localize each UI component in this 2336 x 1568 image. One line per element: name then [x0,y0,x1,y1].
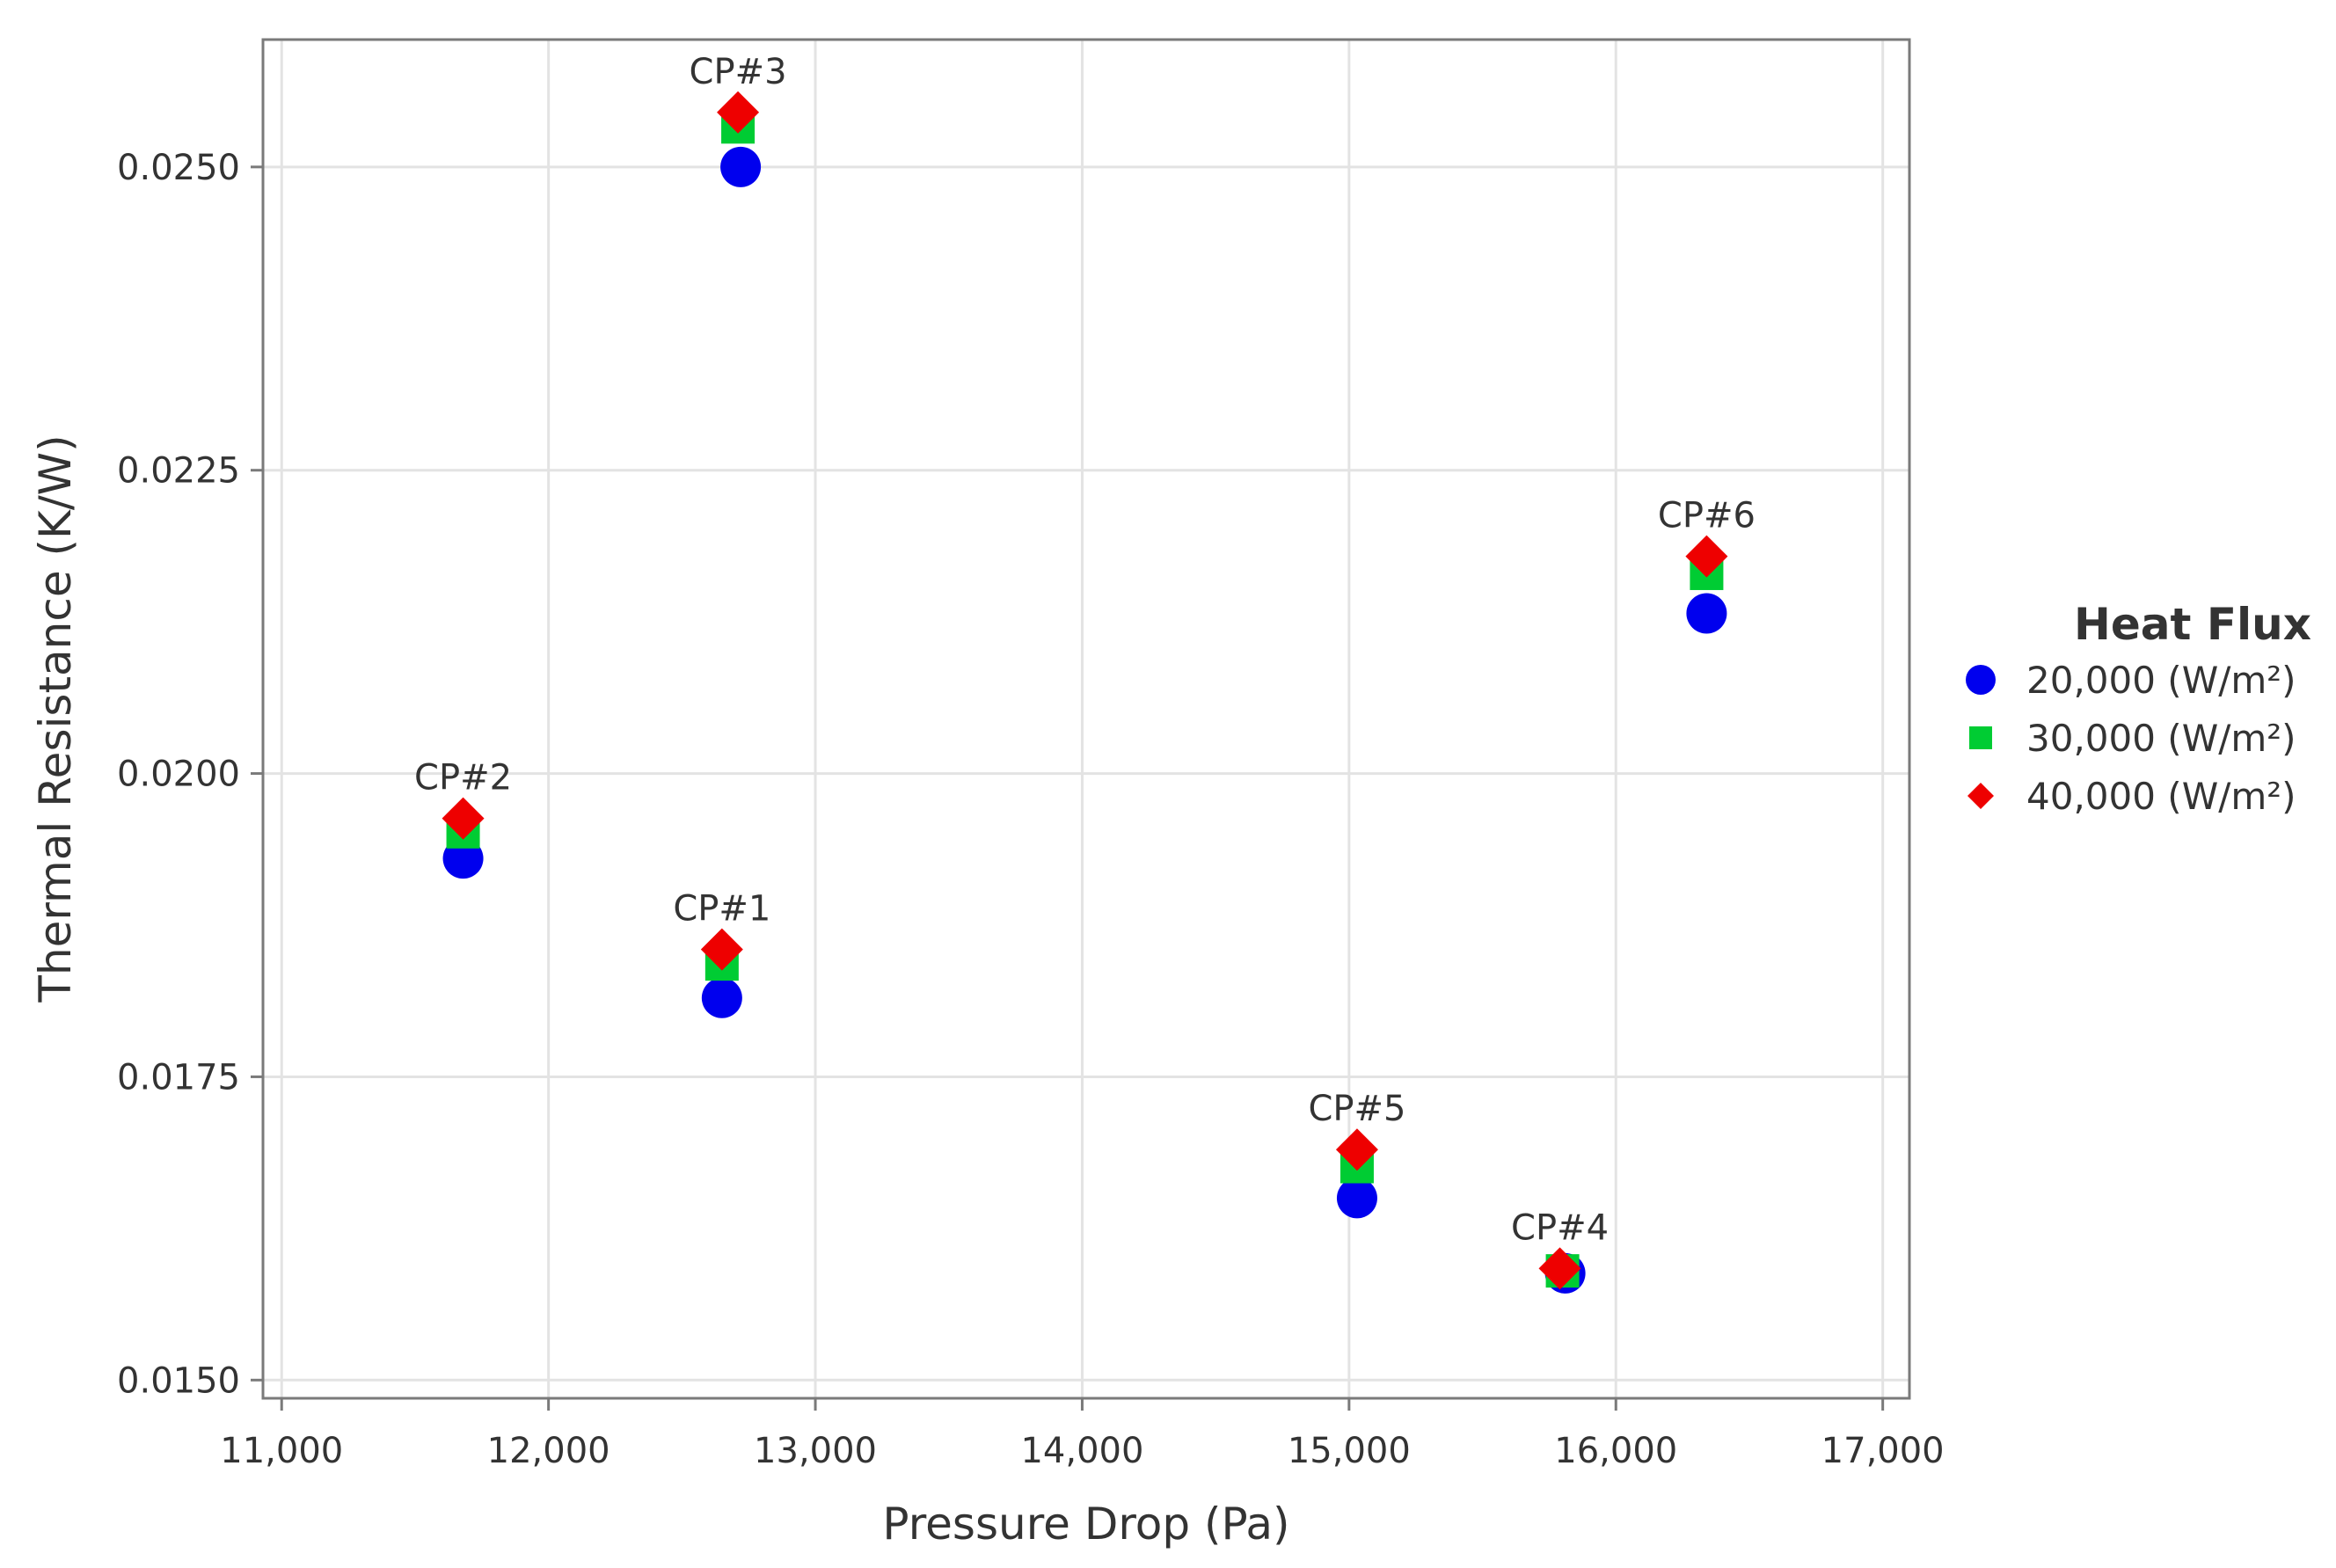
data-point-diamond [1685,535,1728,578]
point-label: CP#6 [1658,496,1756,536]
legend-entry-label: 30,000 (W/m²) [2026,717,2296,760]
legend: Heat Flux 20,000 (W/m²) 30,000 (W/m²) 40,0… [1966,599,2311,818]
point-label: CP#3 [690,52,787,92]
y-tick-label: 0.0175 [117,1057,240,1098]
x-tick-label: 16,000 [1554,1431,1677,1471]
data-point-circle [701,977,742,1018]
y-tick-label: 0.0225 [117,451,240,492]
legend-entry-label: 20,000 (W/m²) [2026,659,2296,702]
point-label: CP#2 [414,758,512,799]
y-tick-label: 0.0200 [117,755,240,795]
data-point-diamond [1538,1247,1581,1290]
x-axis-label: Pressure Drop (Pa) [882,1499,1289,1550]
y-tick-label: 0.0150 [117,1360,240,1401]
data-point-diamond [700,928,743,971]
plot-area-border [261,38,1911,1400]
axes: 11,000 12,000 13,000 14,000 15,000 16,000 17,0… [117,148,1945,1471]
legend-marker-diamond [1967,783,1994,809]
data-point-diamond [442,797,485,840]
legend-marker-square [1969,726,1992,749]
data-point-diamond [1335,1128,1378,1171]
data-point-circle [720,146,762,187]
data-point-circle [1686,593,1727,634]
grid-lines [263,40,1909,1398]
data-point-circle [1336,1178,1377,1219]
x-tick-label: 11,000 [220,1431,343,1471]
data-points [442,91,1728,1294]
point-annotations: CP#1 CP#2 CP#3 CP#4 CP#5 CP#6 [414,52,1756,1249]
legend-marker-circle [1966,665,1996,695]
legend-entry-label: 40,000 (W/m²) [2026,775,2296,818]
x-tick-label: 14,000 [1020,1431,1143,1471]
x-tick-label: 12,000 [487,1431,610,1471]
point-label: CP#1 [673,889,770,930]
x-tick-label: 13,000 [754,1431,877,1471]
x-tick-label: 15,000 [1288,1431,1411,1471]
point-label: CP#4 [1511,1207,1609,1248]
data-point-diamond [717,91,760,134]
y-axis-label: Thermal Resistance (K/W) [30,434,81,1003]
point-label: CP#5 [1308,1089,1405,1129]
y-tick-label: 0.0250 [117,148,240,188]
legend-title: Heat Flux [2074,599,2311,650]
x-tick-label: 17,000 [1821,1431,1945,1471]
